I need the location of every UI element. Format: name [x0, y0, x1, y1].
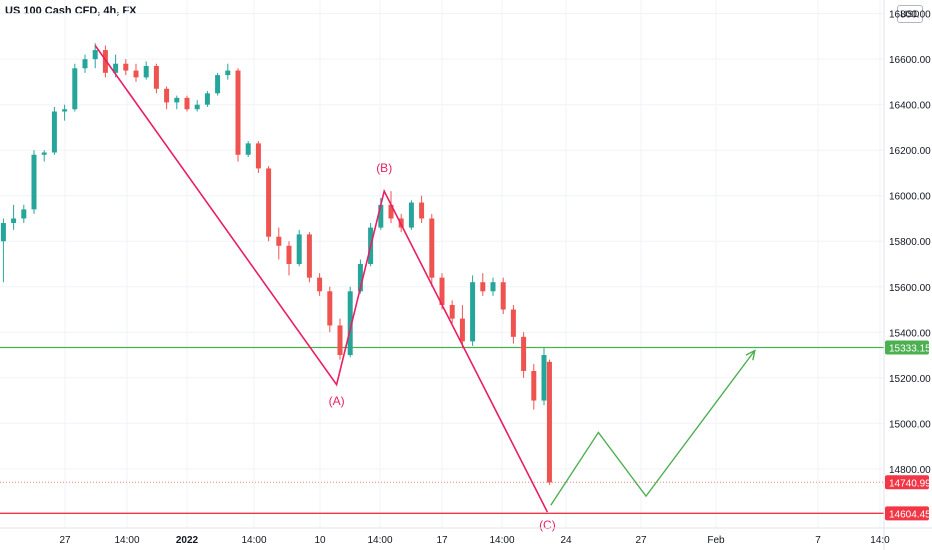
candle-body: [521, 336, 527, 371]
candle-body: [102, 50, 108, 73]
candle-body: [82, 59, 88, 69]
candle-body: [470, 282, 476, 342]
candle-body: [531, 370, 537, 401]
x-tick-label: 24: [560, 535, 572, 546]
x-tick-label: 14:0: [870, 535, 890, 546]
x-tick-label: 14:00: [489, 535, 514, 546]
projection-arrowhead: [745, 349, 756, 361]
candle-body: [215, 75, 221, 94]
candle-body: [11, 218, 17, 224]
wave-abc-line: [94, 45, 549, 513]
x-tick-label: 10: [314, 535, 326, 546]
candle-body: [41, 152, 47, 155]
price-label-box: [885, 475, 929, 490]
candle-body: [245, 143, 251, 155]
candle-body: [306, 234, 312, 278]
candle-body: [113, 63, 119, 73]
x-tick-label: 14:00: [114, 535, 139, 546]
x-tick-label: 17: [436, 535, 448, 546]
candle-body: [296, 234, 302, 264]
candle-body: [153, 66, 159, 89]
candle-body: [174, 97, 180, 103]
candle-body: [143, 66, 149, 78]
candle-body: [62, 109, 68, 112]
x-tick-label: 2022: [176, 535, 199, 546]
candle-series: [0, 43, 552, 485]
candle-body: [133, 70, 139, 78]
y-tick-label: 16200.00: [889, 146, 931, 157]
candle-body: [439, 277, 445, 305]
candle-body: [266, 168, 272, 237]
candle-body: [480, 282, 486, 292]
candle-body: [0, 223, 6, 242]
x-tick-label: 27: [635, 535, 647, 546]
price-label-box: [885, 340, 929, 355]
x-tick-label: 14:00: [367, 535, 392, 546]
price-label-text: 14740.99: [889, 478, 931, 489]
candle-body: [327, 291, 333, 326]
x-tick-label: 27: [59, 535, 71, 546]
candle-body: [276, 236, 282, 246]
candle-body: [357, 264, 363, 292]
candle-body: [255, 143, 261, 169]
candle-body: [449, 304, 455, 319]
candle-body: [429, 218, 435, 278]
y-tick-label: 15600.00: [889, 283, 931, 294]
candle-body: [235, 70, 241, 155]
projection-line: [550, 350, 756, 506]
horizontal-levels: [0, 346, 884, 514]
y-tick-label: 15800.00: [889, 237, 931, 248]
currency-button[interactable]: USD: [897, 5, 923, 23]
candle-body: [21, 209, 27, 219]
price-label-text: 14604.45: [889, 509, 931, 520]
grid-lines: [0, 0, 884, 528]
candle-body: [225, 70, 231, 76]
price-label-box: [885, 506, 929, 521]
price-label-text: 15333.15: [889, 343, 931, 354]
candle-body: [378, 204, 384, 228]
candle-body: [541, 355, 547, 401]
candle-body: [510, 309, 516, 337]
candle-body: [92, 50, 98, 60]
wave-label: (B): [376, 161, 392, 175]
y-tick-label: 15200.00: [889, 374, 931, 385]
candle-body: [204, 93, 210, 105]
y-tick-label: 14800.00: [889, 465, 931, 476]
y-tick-label: 15000.00: [889, 419, 931, 430]
candle-body: [51, 111, 57, 153]
candle-body: [72, 68, 78, 110]
candle-body: [459, 318, 465, 342]
candle-body: [347, 291, 353, 356]
candle-body: [419, 202, 425, 219]
candle-body: [123, 63, 129, 71]
candle-body: [184, 97, 190, 110]
x-tick-label: 14:00: [241, 535, 266, 546]
candle-body: [337, 325, 343, 356]
elliott-wave-drawing[interactable]: (A) (B) (C): [94, 45, 756, 533]
candle-body: [194, 104, 200, 110]
y-tick-label: 16800.00: [889, 10, 931, 21]
candle-body: [286, 245, 292, 264]
wave-label: (A): [329, 394, 345, 408]
wave-label: (C): [539, 518, 556, 532]
candle-body: [31, 154, 37, 210]
candle-body: [408, 202, 414, 228]
y-tick-label: 16600.00: [889, 55, 931, 66]
candle-body: [500, 282, 506, 310]
candle-body: [388, 204, 394, 219]
y-tick-label: 15400.00: [889, 328, 931, 339]
candle-body: [490, 282, 496, 292]
x-tick-label: Feb: [707, 535, 725, 546]
y-tick-label: 16000.00: [889, 192, 931, 203]
y-tick-label: 16400.00: [889, 101, 931, 112]
candle-body: [317, 277, 323, 292]
candle-body: [164, 88, 170, 103]
x-tick-label: 7: [815, 535, 821, 546]
candle-body: [546, 361, 552, 483]
